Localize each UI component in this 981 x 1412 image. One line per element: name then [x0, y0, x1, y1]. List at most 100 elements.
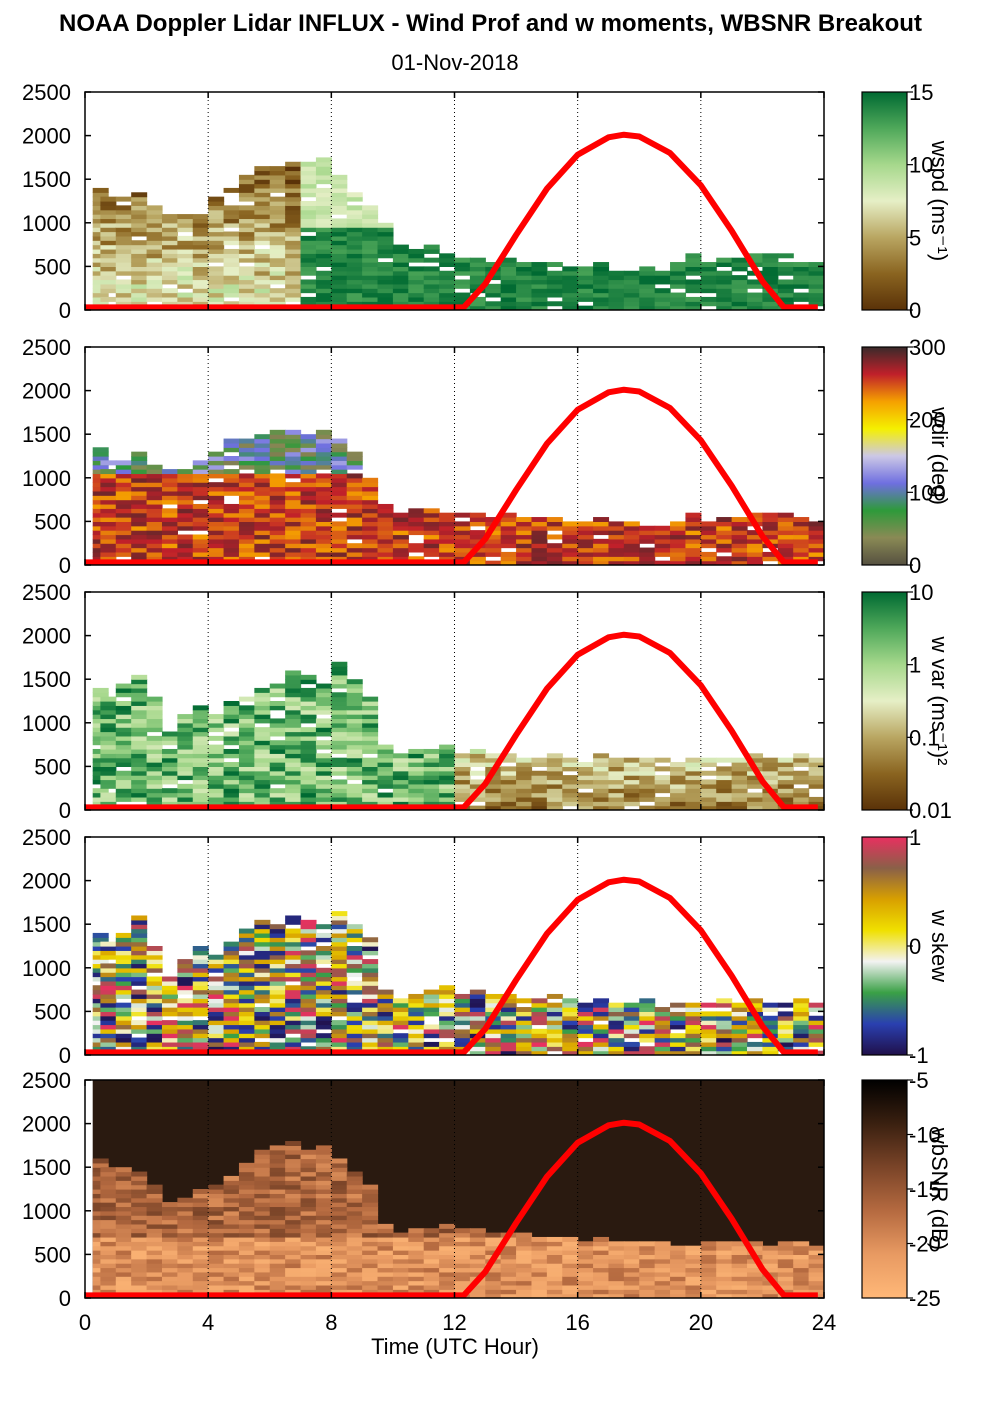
heatmap-cell — [331, 443, 347, 448]
heatmap-cell — [793, 1029, 809, 1034]
heatmap-cell — [439, 797, 455, 802]
heatmap-cell — [177, 963, 193, 968]
heatmap-cell — [285, 258, 301, 263]
heatmap-cell — [685, 797, 701, 802]
heatmap-cell — [778, 279, 794, 284]
heatmap-cell — [362, 1246, 378, 1251]
heatmap-cell — [254, 1180, 270, 1185]
heatmap-cell — [331, 552, 347, 557]
heatmap-cell — [762, 271, 778, 276]
heatmap-cell — [701, 758, 717, 763]
heatmap-cell — [131, 245, 147, 250]
heatmap-cell — [285, 1263, 301, 1268]
heatmap-cell — [331, 245, 347, 250]
heatmap-cell — [301, 456, 317, 461]
heatmap-cell — [301, 443, 317, 448]
heatmap-cell — [162, 249, 178, 254]
heatmap-cell — [362, 539, 378, 544]
heatmap-cell — [131, 275, 147, 280]
heatmap-cell — [439, 749, 455, 754]
colorbar-label: w skew — [927, 909, 952, 982]
heatmap-cell — [362, 732, 378, 737]
heatmap-cell — [177, 990, 193, 995]
heatmap-cell — [362, 1220, 378, 1225]
heatmap-cell — [578, 766, 594, 771]
heatmap-cell — [270, 460, 286, 465]
heatmap-cell — [562, 1289, 578, 1294]
heatmap-cell — [239, 1215, 255, 1220]
colorbar-label: wdir (deg) — [927, 406, 952, 505]
heatmap-cell — [470, 1241, 486, 1246]
heatmap-cell — [424, 779, 440, 784]
heatmap-cell — [301, 793, 317, 798]
heatmap-cell — [393, 552, 409, 557]
heatmap-cell — [254, 552, 270, 557]
heatmap-cell — [809, 771, 825, 776]
heatmap-cell — [331, 456, 347, 461]
heatmap-cell — [285, 1150, 301, 1155]
heatmap-cell — [254, 1224, 270, 1229]
heatmap-cell — [193, 1228, 209, 1233]
heatmap-cell — [147, 1250, 163, 1255]
heatmap-cell — [608, 1254, 624, 1259]
heatmap-cell — [270, 465, 286, 470]
heatmap-cell — [270, 950, 286, 955]
heatmap-cell — [732, 1285, 748, 1290]
heatmap-cell — [208, 288, 224, 293]
heatmap-cell — [285, 508, 301, 513]
heatmap-cell — [378, 758, 394, 763]
heatmap-cell — [285, 1246, 301, 1251]
heatmap-cell — [270, 1224, 286, 1229]
heatmap-cell — [270, 214, 286, 219]
heatmap-cell — [239, 775, 255, 780]
heatmap-cell — [131, 1250, 147, 1255]
heatmap-cell — [685, 762, 701, 767]
heatmap-cell — [624, 1289, 640, 1294]
heatmap-cell — [639, 552, 655, 557]
heatmap-cell — [224, 513, 240, 518]
heatmap-cell — [670, 1281, 686, 1286]
heatmap-cell — [100, 526, 116, 531]
heatmap-cell — [193, 284, 209, 289]
heatmap-cell — [316, 258, 332, 263]
heatmap-cell — [208, 998, 224, 1003]
heatmap-cell — [177, 749, 193, 754]
heatmap-cell — [655, 1016, 671, 1021]
heatmap-cell — [224, 1272, 240, 1277]
heatmap-cell — [147, 1276, 163, 1281]
heatmap-cell — [562, 766, 578, 771]
heatmap-cell — [254, 439, 270, 444]
heatmap-cell — [793, 1024, 809, 1029]
heatmap-cell — [301, 465, 317, 470]
heatmap-cell — [685, 1042, 701, 1047]
heatmap-cell — [439, 1281, 455, 1286]
heatmap-cell — [547, 275, 563, 280]
heatmap-cell — [285, 192, 301, 197]
heatmap-cell — [270, 205, 286, 210]
heatmap-cell — [470, 1228, 486, 1233]
heatmap-cell — [147, 1198, 163, 1203]
heatmap-cell — [316, 1272, 332, 1277]
heatmap-cell — [408, 258, 424, 263]
heatmap-cell — [254, 266, 270, 271]
heatmap-cell — [100, 1011, 116, 1016]
heatmap-cell — [116, 1285, 132, 1290]
heatmap-cell — [531, 1029, 547, 1034]
heatmap-cell — [285, 175, 301, 180]
heatmap-cell — [762, 1020, 778, 1025]
heatmap-cell — [670, 275, 686, 280]
heatmap-cell — [716, 788, 732, 793]
heatmap-cell — [347, 990, 363, 995]
heatmap-cell — [778, 262, 794, 267]
heatmap-cell — [116, 258, 132, 263]
heatmap-cell — [378, 1020, 394, 1025]
heatmap-cell — [701, 1254, 717, 1259]
heatmap-cell — [685, 1246, 701, 1251]
heatmap-cell — [301, 1267, 317, 1272]
heatmap-cell — [285, 732, 301, 737]
heatmap-cell — [254, 745, 270, 750]
heatmap-cell — [254, 1246, 270, 1251]
heatmap-cell — [208, 955, 224, 960]
heatmap-cell — [116, 1206, 132, 1211]
y-tick-label: 2000 — [22, 624, 71, 649]
